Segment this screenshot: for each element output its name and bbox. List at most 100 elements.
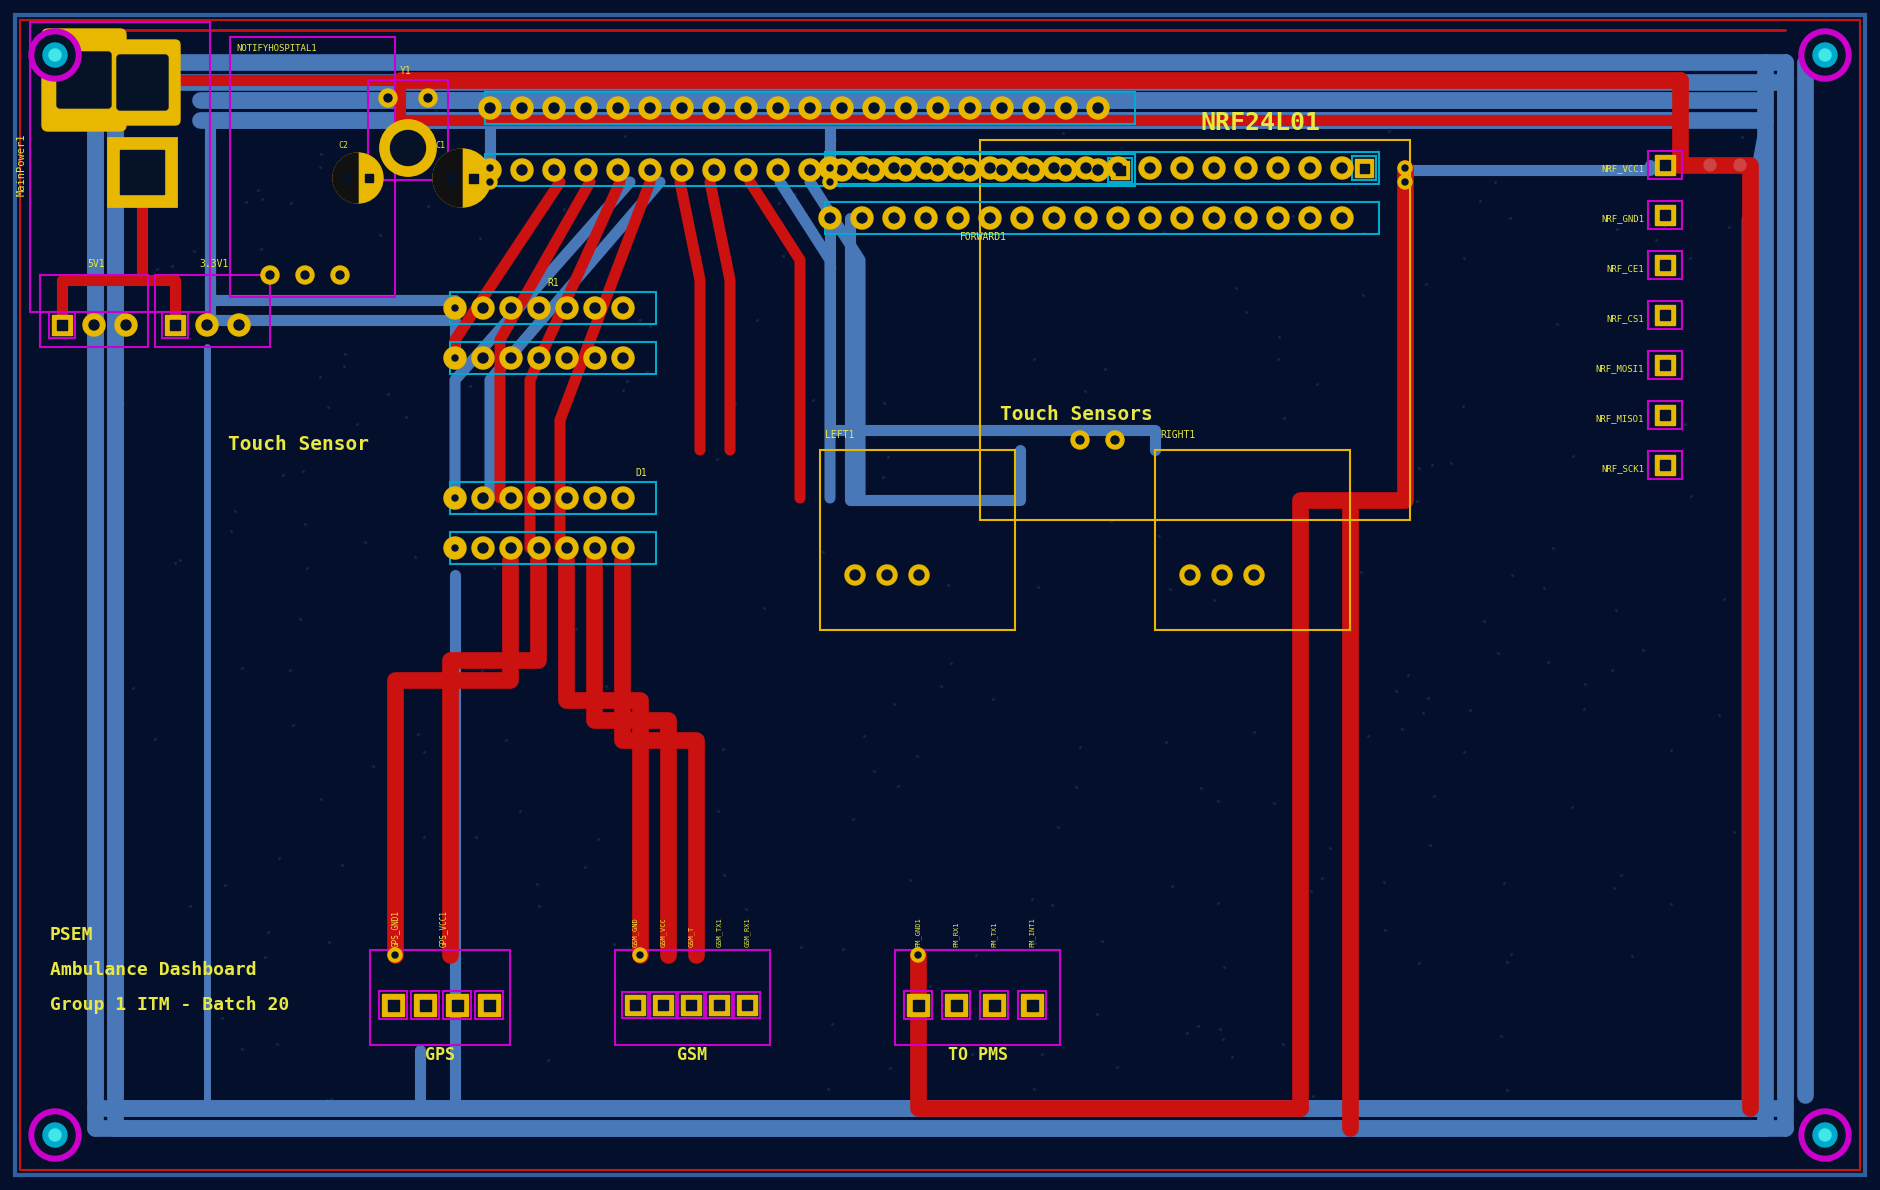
Circle shape	[901, 104, 912, 113]
Point	[220, 502, 250, 521]
Point	[1075, 1100, 1105, 1119]
Point	[626, 311, 656, 330]
Text: R1: R1	[547, 278, 558, 288]
Point	[1203, 791, 1233, 810]
Point	[455, 1001, 485, 1020]
Point	[1557, 797, 1587, 816]
Bar	[478, 994, 500, 1016]
Point	[1214, 212, 1245, 231]
Point	[748, 599, 778, 618]
Circle shape	[483, 175, 496, 189]
Circle shape	[1805, 35, 1844, 75]
Point	[252, 922, 282, 941]
Point	[1205, 1019, 1235, 1038]
Bar	[380, 991, 406, 1019]
Circle shape	[1049, 163, 1058, 173]
Bar	[107, 138, 177, 206]
Bar	[387, 1000, 399, 1010]
Point	[1408, 703, 1438, 722]
Point	[227, 1039, 258, 1058]
Circle shape	[562, 353, 572, 363]
Text: NRF_CE1: NRF_CE1	[1606, 264, 1643, 274]
Circle shape	[556, 298, 577, 319]
Point	[455, 376, 485, 395]
Bar	[707, 992, 731, 1017]
Circle shape	[916, 207, 936, 228]
Circle shape	[387, 948, 402, 962]
Point	[1352, 726, 1382, 745]
Point	[840, 175, 870, 194]
Point	[243, 180, 273, 199]
Circle shape	[1177, 163, 1186, 173]
Circle shape	[921, 163, 931, 173]
Point	[400, 547, 431, 566]
Point	[833, 445, 863, 464]
Circle shape	[927, 98, 949, 119]
Point	[414, 196, 444, 215]
Circle shape	[1043, 157, 1064, 178]
Circle shape	[28, 29, 81, 81]
Circle shape	[528, 487, 551, 509]
Bar	[979, 140, 1410, 520]
Circle shape	[511, 159, 534, 181]
Circle shape	[472, 537, 494, 559]
Circle shape	[889, 163, 899, 173]
Circle shape	[1092, 165, 1104, 175]
Text: Ambulance Dashboard: Ambulance Dashboard	[51, 962, 258, 979]
Circle shape	[1812, 43, 1837, 67]
Point	[1026, 1045, 1057, 1064]
Point	[816, 168, 846, 187]
Circle shape	[825, 213, 835, 223]
Point	[252, 112, 282, 131]
Point	[1260, 794, 1290, 813]
Circle shape	[1245, 565, 1263, 585]
Bar	[681, 995, 701, 1015]
Point	[869, 394, 899, 413]
Point	[1081, 100, 1111, 119]
Point	[701, 449, 731, 468]
Circle shape	[767, 98, 790, 119]
Text: NRF_MOSI1: NRF_MOSI1	[1596, 364, 1643, 374]
Bar	[733, 992, 760, 1017]
Point	[932, 576, 963, 595]
Point	[102, 895, 132, 914]
Point	[316, 1089, 346, 1108]
Point	[1143, 526, 1173, 545]
Circle shape	[1337, 213, 1346, 223]
Circle shape	[916, 157, 936, 178]
Point	[1222, 278, 1252, 298]
Circle shape	[916, 952, 921, 958]
Point	[820, 130, 850, 149]
Text: Group 1 ITM - Batch 20: Group 1 ITM - Batch 20	[51, 996, 290, 1014]
Point	[1049, 124, 1079, 143]
Circle shape	[295, 267, 314, 284]
Point	[859, 762, 889, 781]
Circle shape	[671, 159, 694, 181]
Circle shape	[979, 207, 1000, 228]
Bar	[449, 292, 656, 324]
Circle shape	[485, 104, 494, 113]
Text: GSM: GSM	[677, 1046, 707, 1064]
Point	[846, 470, 876, 489]
Circle shape	[709, 104, 718, 113]
Circle shape	[419, 89, 436, 107]
Text: PM_GND1: PM_GND1	[916, 917, 921, 947]
Circle shape	[449, 493, 461, 503]
Point	[1265, 327, 1295, 346]
Point	[491, 731, 521, 750]
Point	[1307, 868, 1337, 887]
Circle shape	[534, 303, 543, 313]
Circle shape	[425, 94, 432, 102]
Circle shape	[613, 298, 634, 319]
Circle shape	[585, 487, 605, 509]
Circle shape	[301, 271, 308, 278]
Point	[314, 933, 344, 952]
Circle shape	[884, 157, 904, 178]
Circle shape	[1145, 163, 1154, 173]
Circle shape	[1075, 207, 1098, 228]
Circle shape	[393, 952, 399, 958]
Point	[276, 193, 306, 212]
Point	[583, 233, 613, 252]
Point	[246, 239, 276, 258]
Circle shape	[451, 355, 459, 361]
